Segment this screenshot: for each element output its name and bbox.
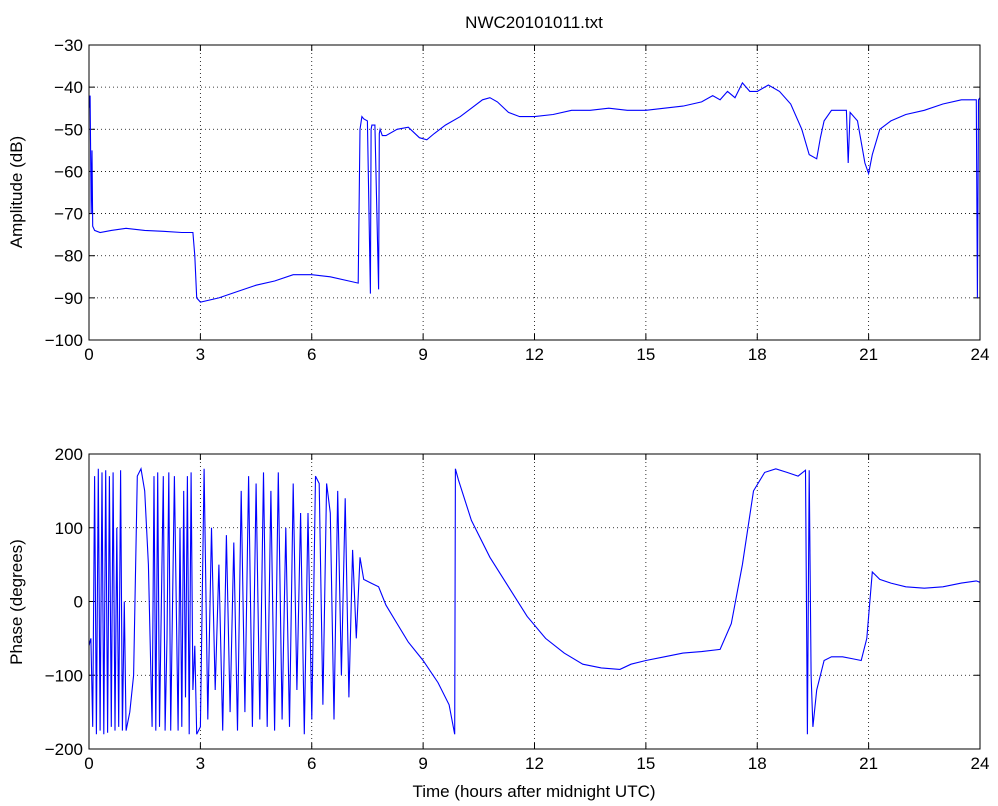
phase-series bbox=[88, 467, 981, 735]
phase-xtick-label: 9 bbox=[418, 754, 427, 773]
amplitude-ytick-label: −100 bbox=[45, 331, 83, 350]
phase-ytick-label: −100 bbox=[45, 666, 83, 685]
phase-plot-frame bbox=[88, 453, 981, 750]
amplitude-ytick-label: −60 bbox=[54, 162, 83, 181]
phase-ytick-label: −200 bbox=[45, 740, 83, 759]
phase-ylabel: Phase (degrees) bbox=[7, 539, 26, 665]
phase-xtick-label: 21 bbox=[859, 754, 878, 773]
phase-xtick-label: 6 bbox=[307, 754, 316, 773]
amplitude-xtick-label: 6 bbox=[307, 345, 316, 364]
phase-ytick-label: 0 bbox=[74, 593, 83, 612]
phase-grid bbox=[89, 454, 980, 749]
amplitude-title: NWC20101011.txt bbox=[465, 13, 603, 32]
phase-xtick-label: 3 bbox=[196, 754, 205, 773]
phase-xtick-label: 18 bbox=[748, 754, 767, 773]
amplitude-grid bbox=[89, 45, 980, 340]
phase-ytick-label: 200 bbox=[55, 445, 83, 464]
amplitude-plot-frame bbox=[88, 44, 981, 341]
phase-series-line bbox=[88, 467, 981, 735]
phase-xtick-label: 0 bbox=[84, 754, 93, 773]
amplitude-xtick-label: 15 bbox=[636, 345, 655, 364]
amplitude-series bbox=[88, 81, 981, 303]
amplitude-series-line bbox=[88, 81, 981, 303]
amplitude-axes: NWC20101011.txt Amplitude (dB) 0 3 6 9 12 15 1… bbox=[7, 13, 989, 364]
amplitude-ytick-label: −80 bbox=[54, 247, 83, 266]
amplitude-xtick-label: 9 bbox=[418, 345, 427, 364]
amplitude-xtick-label: 0 bbox=[84, 345, 93, 364]
phase-xtick-label: 15 bbox=[636, 754, 655, 773]
amplitude-ytick-label: −30 bbox=[54, 36, 83, 55]
phase-ticks: 0 3 6 9 12 15 18 21 24 −200 −100 0 100 200 bbox=[45, 445, 990, 773]
amplitude-xtick-label: 21 bbox=[859, 345, 878, 364]
amplitude-xtick-label: 18 bbox=[748, 345, 767, 364]
amplitude-xtick-label: 24 bbox=[971, 345, 990, 364]
amplitude-ytick-label: −50 bbox=[54, 120, 83, 139]
amplitude-ytick-label: −70 bbox=[54, 205, 83, 224]
amplitude-ytick-label: −40 bbox=[54, 78, 83, 97]
phase-xtick-label: 12 bbox=[525, 754, 544, 773]
amplitude-xtick-label: 3 bbox=[196, 345, 205, 364]
time-xlabel: Time (hours after midnight UTC) bbox=[412, 782, 655, 801]
phase-axes: Phase (degrees) Time (hours after midnig… bbox=[7, 445, 989, 801]
phase-ytick-label: 100 bbox=[55, 519, 83, 538]
phase-xtick-label: 24 bbox=[971, 754, 990, 773]
amplitude-xtick-label: 12 bbox=[525, 345, 544, 364]
amplitude-ylabel: Amplitude (dB) bbox=[7, 136, 26, 248]
amplitude-ytick-label: −90 bbox=[54, 289, 83, 308]
amplitude-ticks: 0 3 6 9 12 15 18 21 24 −100 −90 −80 −70 −60 −50 −40 −30 bbox=[45, 36, 990, 364]
